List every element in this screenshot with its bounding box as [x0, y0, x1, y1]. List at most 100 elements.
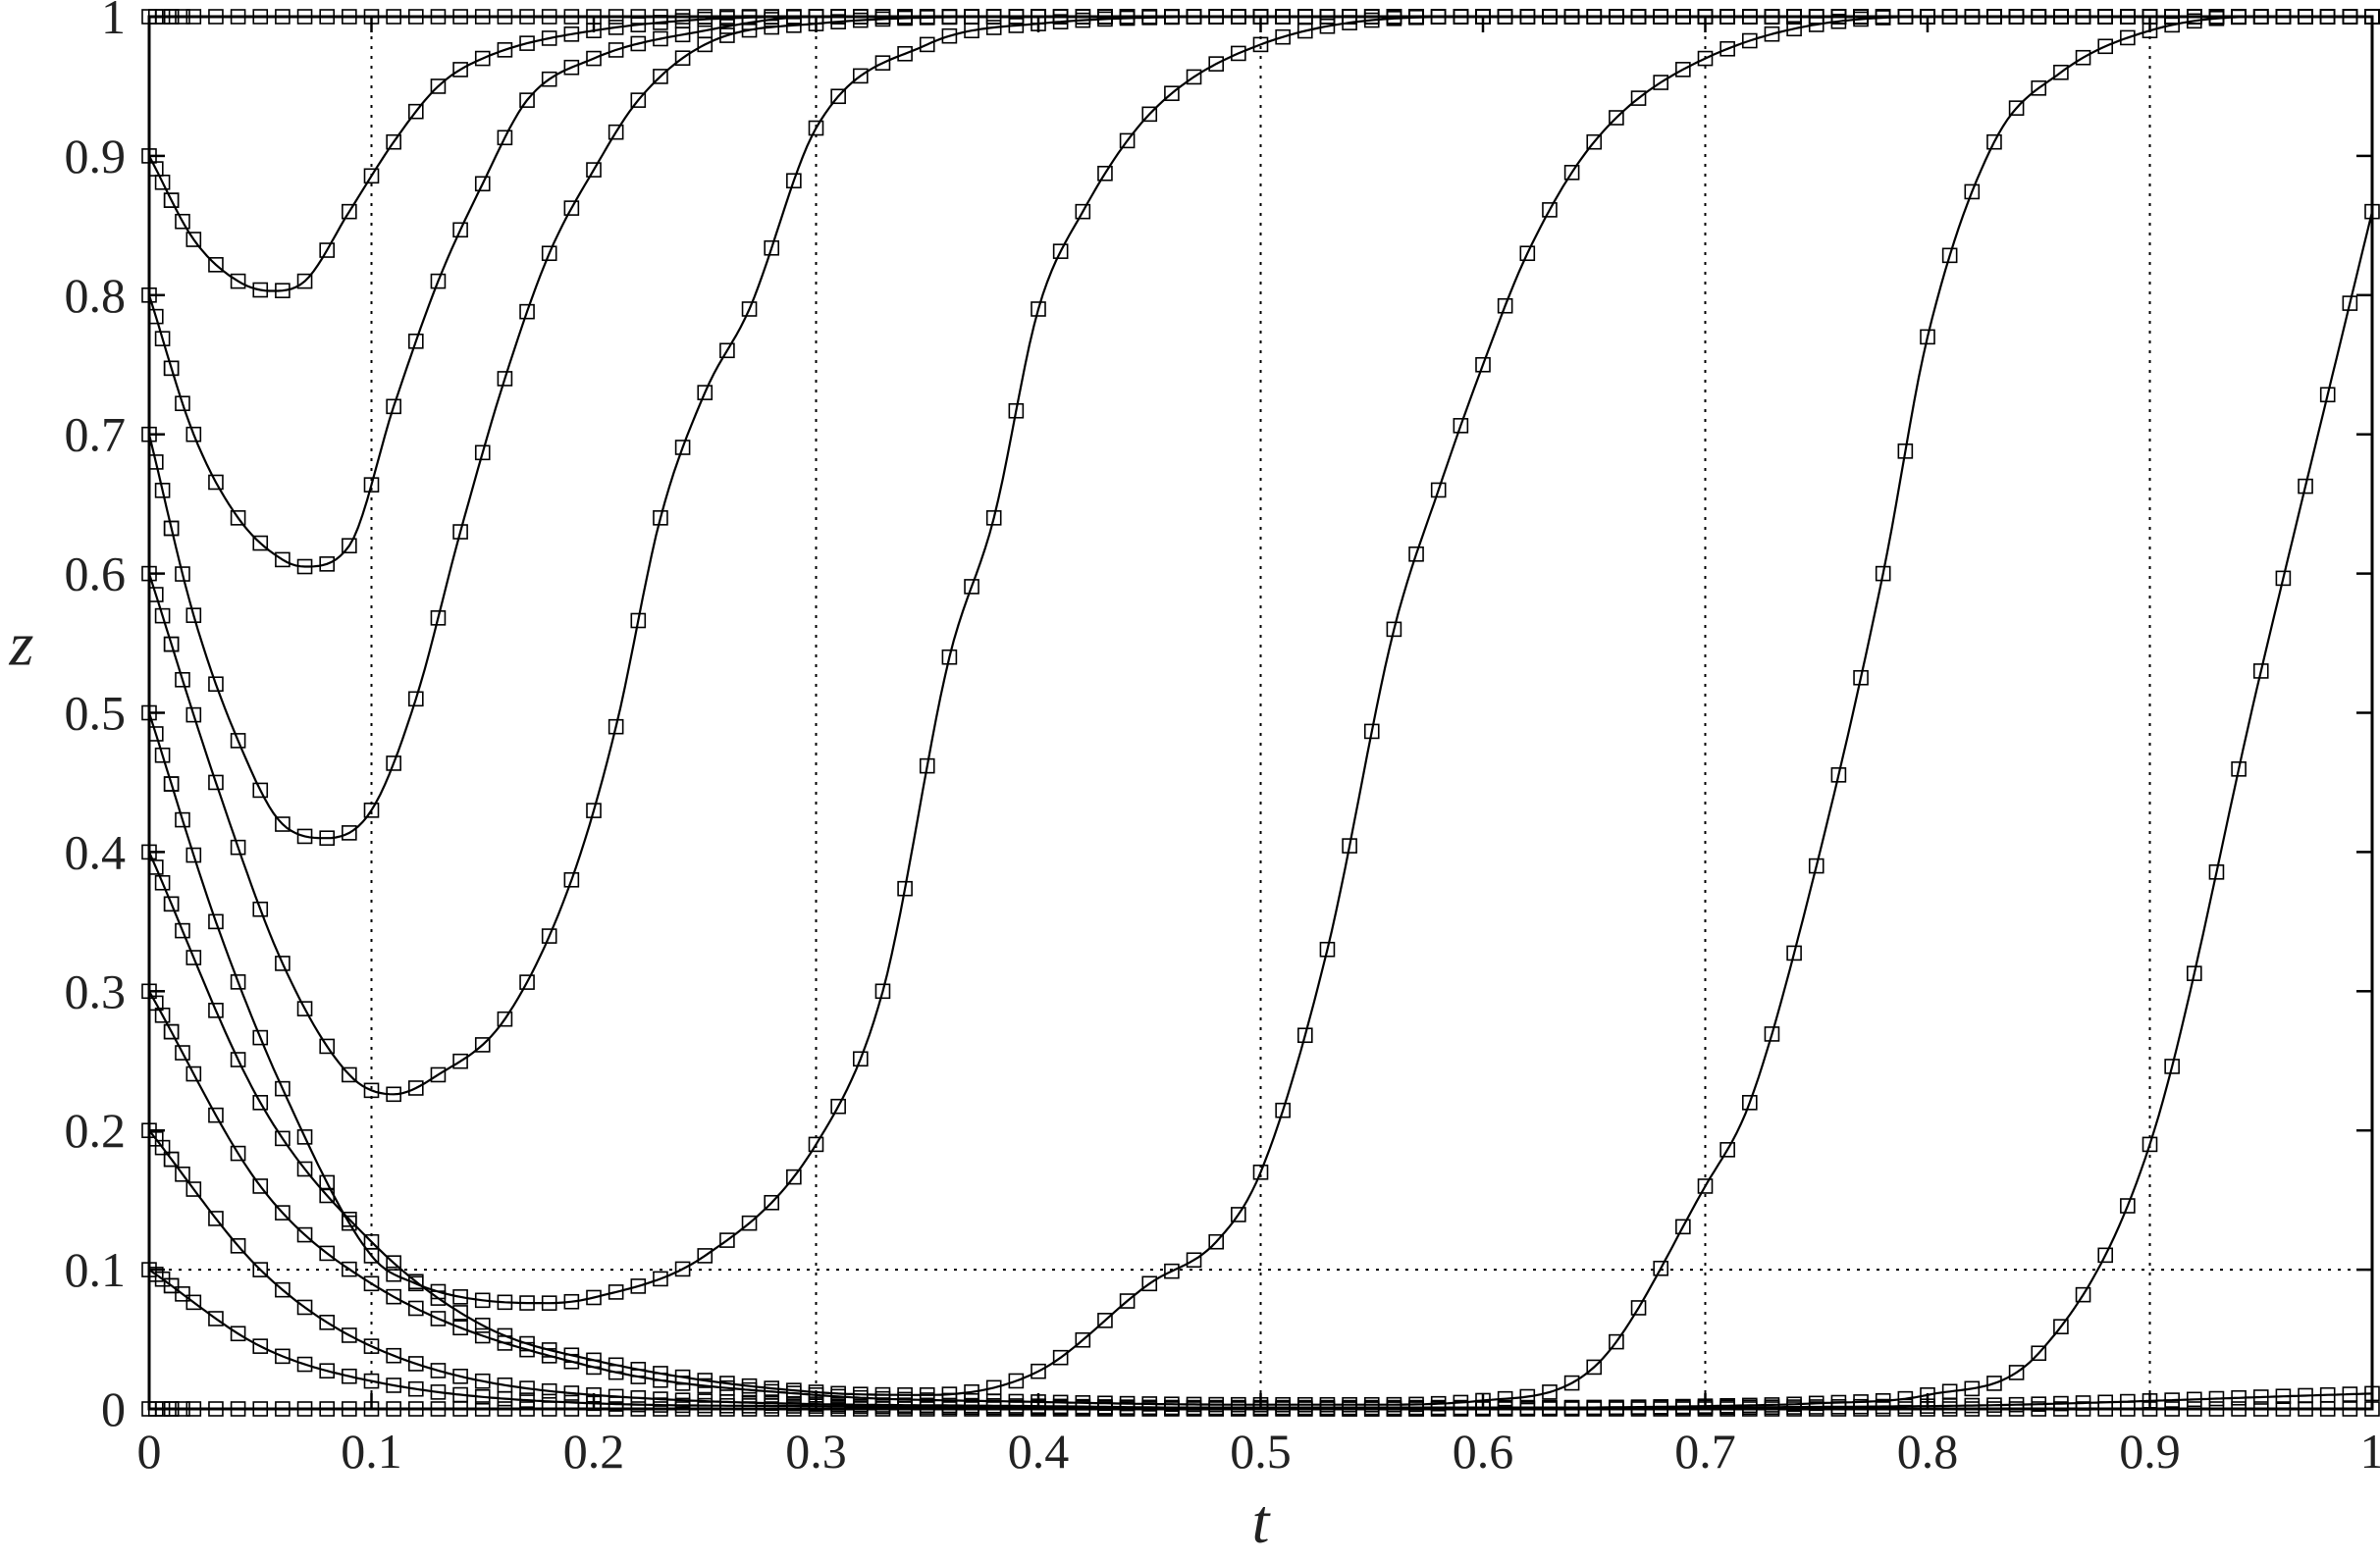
series-4-marker-57 [1319, 941, 1336, 958]
series-3-marker-48 [1119, 1395, 1136, 1412]
series-1-marker-86 [1964, 1397, 1981, 1414]
series-4-marker-75 [1719, 40, 1735, 57]
series-7-marker-26 [630, 92, 647, 108]
series-2-marker-99 [2252, 663, 2269, 679]
series-6-marker-2 [154, 607, 171, 624]
series-2-marker-22 [541, 1382, 557, 1399]
series-9-marker-19 [474, 50, 491, 67]
series-3-marker-18 [452, 1320, 468, 1336]
series-3-marker-72 [1653, 1260, 1668, 1276]
series-2-marker-21 [519, 1380, 535, 1396]
series-2-marker-73 [1675, 1398, 1691, 1415]
series-2-marker-12 [319, 1315, 336, 1330]
series-2-marker-26 [630, 1390, 647, 1406]
series-6-marker-35 [830, 88, 846, 105]
series-3-marker-60 [1386, 1396, 1402, 1413]
series-6-marker-32 [764, 239, 780, 256]
series-9-marker-6 [185, 232, 202, 247]
series-3-marker-76 [1742, 1095, 1758, 1111]
series-9-marker-15 [386, 133, 401, 150]
series-3-marker-93 [2120, 29, 2136, 46]
series-1-marker-6 [185, 1294, 202, 1311]
series-5-marker-6 [185, 847, 202, 863]
series-3-marker-85 [1941, 247, 1958, 264]
series-4-marker-12 [319, 1187, 336, 1204]
series-3-marker-52 [1208, 1396, 1224, 1413]
series-8-marker-26 [630, 35, 647, 52]
series-3-marker-56 [1297, 1396, 1313, 1413]
series-7-marker-20 [497, 371, 513, 387]
series-5-marker-51 [1186, 69, 1202, 85]
series-9-marker-5 [163, 192, 180, 208]
series-4-marker-60 [1386, 621, 1402, 638]
series-3-marker-65 [1497, 1390, 1513, 1407]
series-6-marker-17 [430, 1066, 447, 1083]
series-4-marker-46 [1075, 1331, 1091, 1348]
series-1-marker-90 [2053, 1395, 2069, 1412]
series-8-marker-4 [175, 395, 190, 412]
series-4-marker-25 [608, 1357, 624, 1374]
series-8-marker-23 [563, 59, 580, 76]
series-3-marker-77 [1764, 1026, 1780, 1042]
series-4-marker-50 [1164, 1263, 1180, 1279]
series-9-marker-21 [519, 35, 535, 51]
series-5-marker-45 [1052, 243, 1069, 259]
series-3-marker-19 [474, 1327, 491, 1344]
series-4-marker-44 [1031, 1363, 1046, 1379]
series-5-marker-14 [363, 1248, 380, 1264]
series-2-marker-14 [363, 1338, 380, 1354]
series-7-marker-12 [319, 830, 336, 847]
series-4-marker-31 [741, 1378, 758, 1394]
series-6-marker-19 [474, 1037, 491, 1053]
series-2-marker-25 [608, 1388, 624, 1405]
series-4-marker-8 [230, 1052, 246, 1067]
series-4-marker-37 [874, 1386, 891, 1403]
series-1-marker-96 [2187, 1391, 2202, 1408]
series-5-marker-18 [452, 1289, 468, 1305]
series-3-marker-16 [407, 1300, 424, 1317]
series-1-marker-13 [342, 1368, 357, 1384]
series-3-marker-73 [1675, 1219, 1691, 1235]
series-4-marker-21 [519, 1335, 535, 1352]
series-3-marker-82 [1875, 565, 1891, 582]
series-6-marker-7 [208, 774, 224, 791]
series-8-marker-30 [719, 19, 735, 34]
series-8-marker-16 [407, 334, 424, 349]
series-5-marker-46 [1075, 203, 1091, 220]
series-5-marker-42 [985, 510, 1002, 526]
series-2-marker-102 [2319, 387, 2336, 403]
series-3-marker-59 [1363, 1396, 1380, 1413]
series-5-marker-5 [163, 776, 180, 792]
series-9-marker-7 [208, 257, 224, 273]
series-3-marker-12 [319, 1245, 336, 1262]
series-3-marker-57 [1319, 1396, 1336, 1413]
series-5-marker-40 [941, 649, 958, 665]
series-2-marker-35 [830, 1396, 846, 1413]
series-1-marker-99 [2252, 1389, 2269, 1405]
series-3-marker-62 [1430, 1395, 1447, 1412]
series-3-marker-70 [1609, 1333, 1624, 1350]
series-9-marker-11 [296, 273, 313, 289]
series-4-marker-54 [1252, 1164, 1269, 1180]
series-1-marker-97 [2208, 1390, 2225, 1407]
series-9-marker-13 [342, 203, 357, 220]
series-5-marker-31 [741, 1215, 758, 1231]
series-4-marker-38 [897, 1386, 913, 1403]
series-6-marker-18 [452, 1053, 468, 1069]
series-9-marker-16 [407, 103, 424, 120]
series-3-marker-92 [2097, 38, 2113, 55]
series-4-marker-11 [296, 1161, 313, 1177]
series-2-marker-20 [497, 1377, 513, 1393]
series-4-marker-52 [1208, 1233, 1224, 1250]
x-tick-label-5: 0.5 [1230, 1424, 1292, 1479]
series-4-marker-69 [1586, 133, 1603, 150]
series-4-marker-61 [1408, 546, 1424, 562]
series-1-marker-10 [275, 1348, 291, 1365]
series-5-marker-43 [1008, 402, 1025, 419]
series-6-marker-34 [808, 120, 824, 136]
series-6-marker-40 [941, 27, 958, 44]
series-9-marker-2 [154, 174, 171, 190]
series-3-marker-15 [386, 1288, 401, 1305]
series-7-marker-16 [407, 691, 424, 707]
series-3-marker-7 [208, 1107, 224, 1123]
